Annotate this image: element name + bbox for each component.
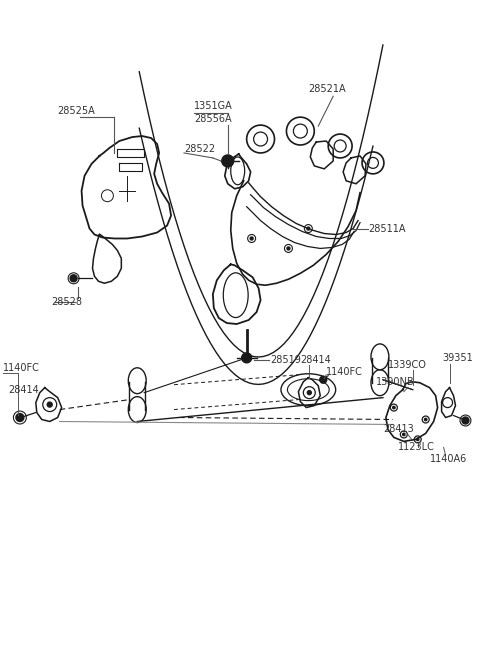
Circle shape [16,413,24,422]
Circle shape [393,407,395,409]
Circle shape [222,155,234,167]
Circle shape [424,419,427,420]
Text: 28519: 28519 [271,355,301,365]
Text: 1351GA: 1351GA [194,101,233,111]
Text: 1140A6: 1140A6 [430,454,467,464]
Text: 1390NB: 1390NB [376,376,415,387]
Circle shape [307,391,312,395]
Circle shape [462,417,469,424]
Text: 28521A: 28521A [308,84,346,95]
Circle shape [242,353,252,363]
Text: 1339CO: 1339CO [388,360,427,370]
Circle shape [307,227,310,230]
Text: 39351: 39351 [443,353,473,363]
Circle shape [417,438,419,441]
Text: 28522: 28522 [184,144,215,154]
Text: 28556A: 28556A [194,114,231,124]
Text: 28511A: 28511A [368,223,406,233]
Text: 28414: 28414 [300,355,331,365]
Text: 1140FC: 1140FC [326,367,363,376]
Circle shape [403,433,405,436]
Circle shape [320,376,327,383]
Text: 1123LC: 1123LC [398,442,435,453]
Text: 28414: 28414 [8,384,39,395]
Circle shape [70,275,77,282]
Text: 28413: 28413 [383,424,414,434]
Text: 1140FC: 1140FC [3,363,40,373]
Circle shape [287,247,290,250]
Circle shape [250,237,253,240]
Circle shape [47,402,52,407]
Text: 28528: 28528 [52,297,83,307]
Text: 28525A: 28525A [58,106,96,116]
